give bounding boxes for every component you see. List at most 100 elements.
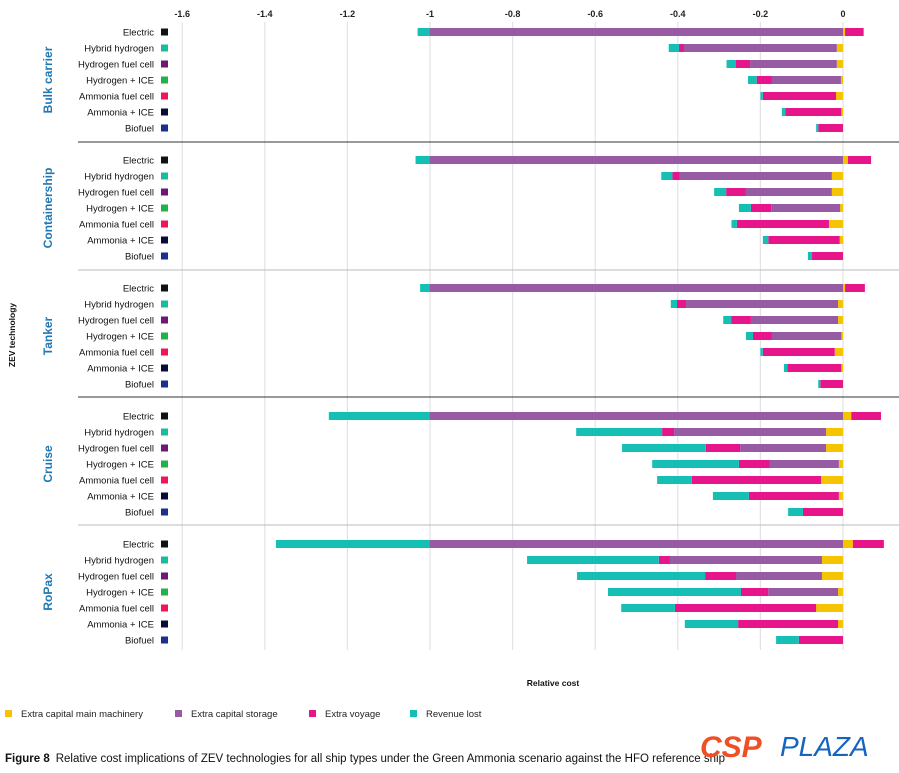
x-tick-label: -0.4 bbox=[670, 9, 686, 19]
technology-marker bbox=[161, 92, 168, 100]
bar-segment-voyage bbox=[735, 60, 751, 68]
bar-segment-storage bbox=[683, 44, 837, 52]
row-label: Hydrogen fuel cell bbox=[78, 60, 154, 71]
bar-segment-revenue bbox=[712, 492, 749, 500]
bar-segment-voyage bbox=[818, 124, 843, 132]
technology-marker bbox=[161, 252, 168, 260]
bar-segment-storage bbox=[740, 444, 827, 452]
bar-segment-machinery bbox=[838, 492, 843, 500]
technology-marker bbox=[161, 460, 168, 468]
group-label: RoPax bbox=[41, 573, 55, 611]
bar-segment-revenue bbox=[776, 636, 799, 644]
bar-segment-machinery bbox=[838, 316, 843, 324]
row-label: Hydrogen fuel cell bbox=[78, 188, 154, 199]
bar-segment-voyage bbox=[762, 348, 835, 356]
row-label: Ammonia fuel cell bbox=[79, 604, 154, 615]
bar-segment-revenue bbox=[608, 588, 741, 596]
bar-segment-machinery bbox=[843, 156, 848, 164]
bar-segment-machinery bbox=[838, 620, 843, 628]
technology-marker bbox=[161, 508, 168, 516]
row-label: Ammonia + ICE bbox=[87, 108, 154, 119]
bar-segment-voyage bbox=[812, 252, 843, 260]
watermark-logo: CSP PLAZA bbox=[700, 731, 869, 764]
row-label: Hydrogen fuel cell bbox=[78, 572, 154, 583]
bar-segment-revenue bbox=[731, 220, 737, 228]
bar-segment-revenue bbox=[726, 60, 736, 68]
bar-segment-revenue bbox=[275, 540, 430, 548]
legend-swatch bbox=[309, 710, 316, 717]
bar-segment-machinery bbox=[821, 476, 843, 484]
x-tick-label: -1.4 bbox=[257, 9, 273, 19]
row-label: Hydrogen + ICE bbox=[86, 332, 154, 343]
group-label: Cruise bbox=[41, 445, 55, 483]
bar-segment-machinery bbox=[826, 428, 843, 436]
row-label: Hydrogen fuel cell bbox=[78, 444, 154, 455]
technology-marker bbox=[161, 316, 168, 324]
group-bulk-carrier: Bulk carrier Electric Hybrid hydrogen Hydro… bbox=[41, 28, 864, 135]
bar-segment-machinery bbox=[821, 572, 843, 580]
technology-marker bbox=[161, 156, 168, 164]
bar-segment-revenue bbox=[738, 204, 751, 212]
bar-segment-voyage bbox=[705, 444, 741, 452]
row-label: Biofuel bbox=[125, 124, 154, 135]
bar-segment-voyage bbox=[820, 380, 843, 388]
group-label: Bulk carrier bbox=[41, 46, 55, 113]
bar-segment-storage bbox=[771, 332, 842, 340]
bar-segment-revenue bbox=[816, 124, 819, 132]
bar-segment-machinery bbox=[831, 188, 843, 196]
gridlines bbox=[181, 22, 844, 650]
technology-marker bbox=[161, 364, 168, 372]
bar-segment-revenue bbox=[577, 572, 706, 580]
bar-segment-voyage bbox=[802, 508, 843, 516]
row-label: Ammonia fuel cell bbox=[79, 92, 154, 103]
technology-marker bbox=[161, 604, 168, 612]
bar-segment-machinery bbox=[843, 28, 846, 36]
bar-segment-voyage bbox=[676, 300, 687, 308]
bar-segment-storage bbox=[736, 572, 822, 580]
bar-segment-storage bbox=[674, 428, 827, 436]
y-axis-title: ZEV technology bbox=[7, 303, 17, 368]
bar-segment-revenue bbox=[622, 444, 706, 452]
technology-marker bbox=[161, 220, 168, 228]
row-label: Hydrogen fuel cell bbox=[78, 316, 154, 327]
bar-segment-voyage bbox=[756, 76, 772, 84]
bar-segment-revenue bbox=[818, 380, 821, 388]
bar-segment-revenue bbox=[748, 76, 757, 84]
row-label: Electric bbox=[123, 412, 154, 423]
bar-segment-voyage bbox=[674, 604, 817, 612]
bar-segment-machinery bbox=[826, 444, 843, 452]
bar-segment-voyage bbox=[738, 620, 839, 628]
bar-segment-revenue bbox=[760, 348, 763, 356]
row-label: Biofuel bbox=[125, 252, 154, 263]
bar-segment-revenue bbox=[745, 332, 753, 340]
legend-label: Extra voyage bbox=[325, 709, 380, 720]
caption-text: Relative cost implications of ZEV techno… bbox=[56, 753, 725, 765]
bar-segment-revenue bbox=[420, 284, 430, 292]
bar-segment-machinery bbox=[843, 540, 853, 548]
row-label: Hybrid hydrogen bbox=[84, 428, 154, 439]
bar-segment-voyage bbox=[748, 492, 839, 500]
bar-segment-machinery bbox=[838, 460, 843, 468]
technology-marker bbox=[161, 556, 168, 564]
bar-segment-voyage bbox=[768, 236, 840, 244]
bar-segment-machinery bbox=[840, 204, 843, 212]
technology-marker bbox=[161, 620, 168, 628]
legend-swatch bbox=[175, 710, 182, 717]
group-label: Tanker bbox=[41, 316, 55, 355]
bar-segment-voyage bbox=[762, 92, 836, 100]
bar-segment-machinery bbox=[840, 76, 843, 84]
bar-segment-machinery bbox=[816, 604, 843, 612]
bar-segment-revenue bbox=[684, 620, 739, 628]
technology-marker bbox=[161, 172, 168, 180]
technology-marker bbox=[161, 108, 168, 116]
bar-segment-revenue bbox=[723, 316, 732, 324]
technology-marker bbox=[161, 204, 168, 212]
bar-segment-voyage bbox=[691, 476, 822, 484]
bar-segment-storage bbox=[745, 188, 832, 196]
legend-label: Revenue lost bbox=[426, 709, 482, 720]
bar-segment-revenue bbox=[781, 108, 786, 116]
technology-marker bbox=[161, 124, 168, 132]
bar-segment-machinery bbox=[828, 220, 843, 228]
legend-item: Revenue lost bbox=[410, 709, 482, 720]
legend-item: Extra capital storage bbox=[175, 709, 278, 720]
